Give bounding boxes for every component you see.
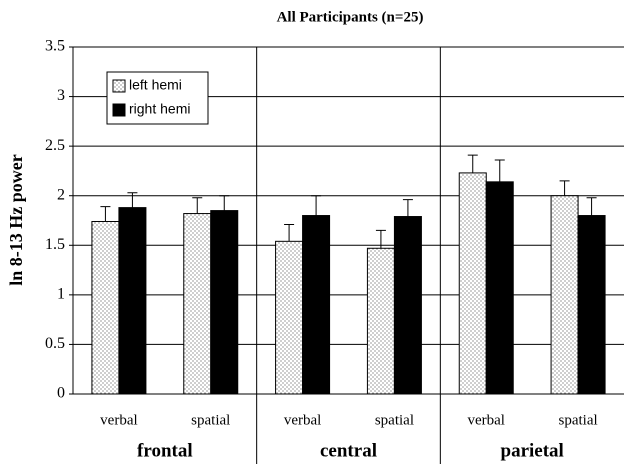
- error-bar: [467, 154, 478, 173]
- bar: [577, 215, 606, 395]
- bar: [210, 210, 239, 395]
- chart-title: All Participants (n=25): [277, 9, 424, 25]
- error-bar: [284, 223, 295, 242]
- y-tick-label: 1: [57, 286, 65, 303]
- bar: [550, 195, 579, 395]
- bar: [458, 172, 487, 395]
- x-tick-label: spatial: [375, 412, 414, 428]
- y-tick-label: 0.5: [45, 335, 65, 352]
- error-bar: [192, 197, 203, 214]
- error-bar: [127, 192, 138, 208]
- error-bar: [402, 199, 413, 217]
- y-tick-label: 3.5: [45, 38, 65, 55]
- y-axis-label: ln 8-13 Hz power: [6, 154, 26, 285]
- group-label: central: [320, 440, 377, 461]
- bar: [275, 240, 304, 395]
- legend-swatch: [112, 79, 126, 93]
- y-tick-label: 0: [57, 385, 65, 402]
- error-bar: [375, 229, 386, 249]
- bar: [118, 207, 147, 395]
- x-tick-label: verbal: [284, 412, 321, 428]
- x-tick-label: spatial: [191, 412, 230, 428]
- group-label: frontal: [137, 440, 193, 461]
- group-label: parietal: [501, 440, 564, 461]
- bar: [183, 213, 212, 395]
- error-bar: [100, 206, 111, 222]
- x-tick-label: verbal: [100, 412, 137, 428]
- x-tick-label: spatial: [559, 412, 598, 428]
- legend-label: right hemi: [129, 101, 190, 117]
- error-bar: [311, 195, 322, 216]
- error-bar: [559, 180, 570, 196]
- error-bar: [219, 195, 230, 211]
- error-bar: [494, 159, 505, 182]
- y-tick-label: 2: [57, 186, 65, 203]
- x-tick-label: verbal: [468, 412, 505, 428]
- legend-swatch: [112, 103, 126, 117]
- bar: [302, 215, 331, 395]
- error-bar: [586, 197, 597, 216]
- y-tick-label: 2.5: [45, 137, 65, 154]
- bar: [485, 181, 514, 395]
- bar: [91, 220, 120, 395]
- y-tick-label: 3: [57, 87, 65, 104]
- y-tick-label: 1.5: [45, 236, 65, 253]
- bar: [366, 247, 395, 395]
- bar: [393, 216, 422, 395]
- legend-label: left hemi: [129, 77, 182, 93]
